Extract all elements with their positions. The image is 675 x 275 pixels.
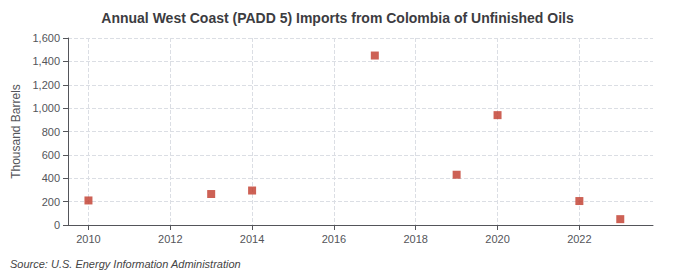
svg-text:2016: 2016 xyxy=(322,233,346,245)
svg-text:200: 200 xyxy=(42,196,60,208)
svg-text:600: 600 xyxy=(42,149,60,161)
svg-text:2012: 2012 xyxy=(158,233,182,245)
svg-text:Annual West Coast (PADD 5) Imp: Annual West Coast (PADD 5) Imports from … xyxy=(101,10,574,26)
svg-text:2018: 2018 xyxy=(403,233,427,245)
svg-text:1,600: 1,600 xyxy=(32,32,60,44)
svg-text:1,200: 1,200 xyxy=(32,79,60,91)
svg-text:2014: 2014 xyxy=(240,233,264,245)
svg-text:0: 0 xyxy=(54,219,60,231)
svg-text:800: 800 xyxy=(42,126,60,138)
svg-text:1,400: 1,400 xyxy=(32,55,60,67)
svg-text:2022: 2022 xyxy=(567,233,591,245)
svg-text:400: 400 xyxy=(42,172,60,184)
svg-text:Source: U.S. Energy Informatio: Source: U.S. Energy Information Administ… xyxy=(10,258,241,270)
svg-text:1,000: 1,000 xyxy=(32,102,60,114)
svg-text:2010: 2010 xyxy=(76,233,100,245)
svg-text:Thousand Barrels: Thousand Barrels xyxy=(9,84,23,179)
svg-text:2020: 2020 xyxy=(485,233,509,245)
